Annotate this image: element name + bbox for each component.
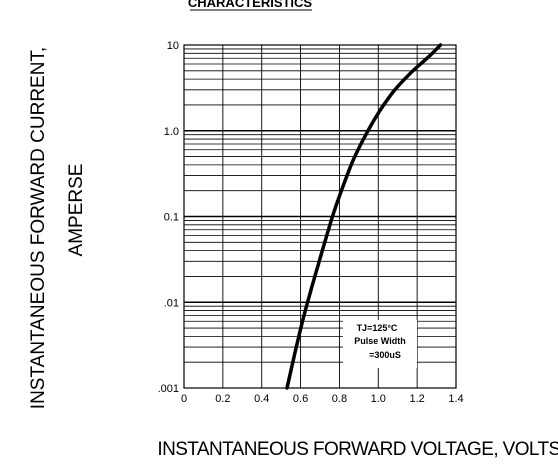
test-condition-note: TJ=125°C Pulse Width =300uS [343, 320, 417, 368]
y-axis-label-units: AMPERSE [66, 164, 87, 257]
note-line-2: Pulse Width [354, 336, 405, 346]
y-tick-label: .01 [164, 297, 179, 309]
x-tick-label: 0.4 [254, 393, 269, 405]
x-tick-label: 0.2 [215, 393, 230, 405]
forward-current-curve [285, 43, 443, 390]
note-line-3: =300uS [369, 350, 401, 360]
x-tick-label: 1.2 [409, 393, 424, 405]
x-tick-label: 0 [181, 393, 187, 405]
x-tick-label: 1.0 [371, 393, 386, 405]
note-line-1: TJ=125°C [357, 323, 398, 333]
y-tick-label: .001 [158, 383, 179, 395]
x-tick-label: 0.8 [332, 393, 347, 405]
y-axis-label: INSTANTANEOUS FORWARD CURRENT, [28, 47, 49, 409]
chart-title: CHARACTERISTICS [188, 0, 313, 10]
x-tick-label: 1.4 [448, 393, 463, 405]
x-axis-label: INSTANTANEOUS FORWARD VOLTAGE, VOLTS [157, 439, 558, 460]
y-tick-label: 10 [167, 40, 179, 52]
y-tick-label: 0.1 [164, 212, 179, 224]
x-axis-ticks: 0 0.2 0.4 0.6 0.8 1.0 1.2 1.4 [181, 393, 464, 405]
x-tick-label: 0.6 [293, 393, 308, 405]
y-tick-label: 1.0 [164, 126, 179, 138]
y-axis-ticks: 10 1.0 0.1 .01 .001 [158, 40, 179, 395]
